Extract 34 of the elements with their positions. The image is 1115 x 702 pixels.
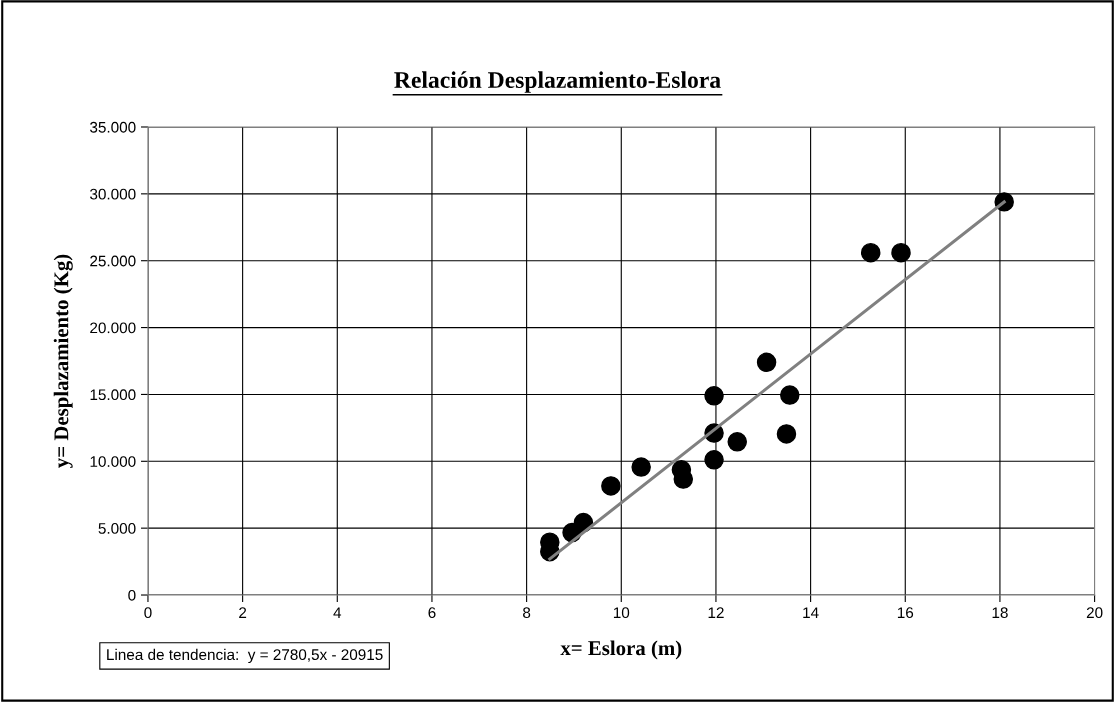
x-tick-label: 0 <box>144 607 152 619</box>
x-tick-label: 14 <box>803 607 819 618</box>
point <box>891 242 911 263</box>
text: Linea de tendencia: y = 2780,5x - 20915 <box>107 648 383 664</box>
y-axis-title: y= Desplazamiento (Kg) <box>53 254 73 468</box>
y-tick-label: 35.000 <box>90 121 136 133</box>
point <box>756 352 777 373</box>
point <box>776 424 797 444</box>
point <box>704 450 724 470</box>
x-tick-label: 12 <box>708 607 724 618</box>
chart-title: Relación Desplazamiento-Eslora <box>394 71 721 93</box>
x-axis-title: x= Eslora (m) <box>560 640 682 660</box>
y-tick-label: 20.000 <box>90 322 136 334</box>
y-tick-label: 5.000 <box>98 523 136 534</box>
x-tick-label: 4 <box>333 607 342 618</box>
point <box>601 476 621 496</box>
y-tick-label: 25.000 <box>90 255 136 267</box>
x-tick-label: 8 <box>523 607 531 619</box>
x-tick-label: 2 <box>239 607 247 618</box>
x-tick-label: 6 <box>428 607 436 619</box>
y-tick-label: 0 <box>128 589 136 601</box>
y-tick-label: 30.000 <box>90 188 136 200</box>
point <box>860 242 881 263</box>
x-tick-label: 20 <box>1086 607 1103 619</box>
point <box>780 385 800 405</box>
x-tick-label: 10 <box>613 607 630 619</box>
point <box>673 469 694 489</box>
point <box>727 432 747 452</box>
point <box>704 386 724 406</box>
y-tick-label: 15.000 <box>90 389 136 401</box>
point <box>631 457 651 477</box>
y-tick-label: 10.000 <box>90 456 136 467</box>
x-tick-label: 16 <box>897 607 914 619</box>
x-tick-label: 18 <box>992 607 1008 619</box>
